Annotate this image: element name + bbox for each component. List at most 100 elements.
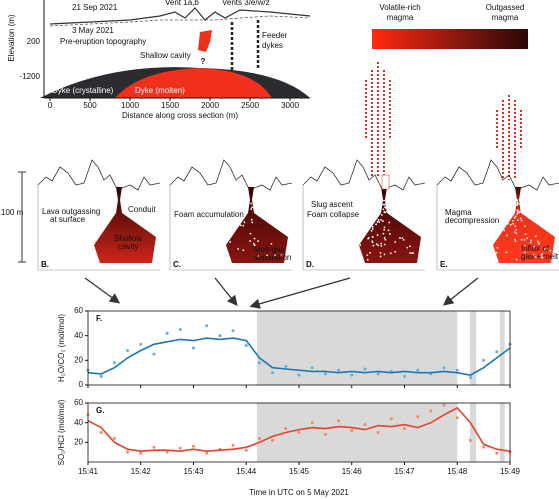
bubble (536, 240, 539, 243)
terrain (37, 159, 161, 191)
colorbar-label: magma (492, 13, 519, 22)
bubble (549, 249, 552, 252)
bubble (369, 252, 371, 254)
shaded-interval (499, 403, 505, 462)
data-point (429, 409, 433, 413)
data-point (468, 376, 472, 380)
bubble (371, 225, 374, 228)
conduit (226, 187, 288, 263)
bubble (366, 228, 369, 231)
bubble (252, 199, 255, 201)
data-point (205, 451, 209, 455)
bubble (385, 200, 388, 203)
annotation: Vent 1a,b (165, 0, 199, 7)
y-tick-label: 40 (74, 331, 83, 340)
y-tick-label: 40 (74, 418, 83, 427)
shaded-interval (469, 311, 477, 385)
bubble (380, 219, 382, 221)
annotation: Vents 3/e/w/z (222, 0, 270, 7)
data-point (482, 445, 486, 449)
bubble (377, 213, 380, 215)
bubble (383, 243, 386, 246)
bubble (523, 239, 526, 241)
bubble (519, 203, 521, 206)
y-tick-label: 0 (79, 380, 84, 389)
bubble (513, 217, 516, 219)
x-tick-label: 15:44 (236, 467, 257, 476)
bubble (384, 206, 387, 209)
bubble (496, 247, 499, 249)
data-point (178, 446, 182, 450)
terrain (302, 159, 426, 191)
bubble (252, 242, 255, 245)
data-point (416, 415, 420, 419)
y-tick-label: 60 (74, 306, 83, 315)
bubble (253, 244, 256, 247)
bubble (383, 228, 386, 231)
panel-frame (37, 185, 160, 271)
annotation: gas + melt (521, 252, 559, 261)
bubble (515, 258, 518, 261)
data-point (139, 342, 143, 346)
arrows (84, 277, 479, 309)
y-tick-label: 200 (27, 37, 41, 46)
bubble (371, 228, 374, 230)
x-label: Time in UTC on 5 May 2021 (249, 488, 349, 497)
colorbar-label: magma (387, 13, 414, 22)
bubble (490, 258, 493, 261)
x-tick-label: 3000 (281, 101, 299, 110)
shaded-interval (256, 311, 458, 385)
data-point (192, 444, 195, 448)
bubble (388, 221, 391, 224)
bubble (511, 213, 514, 216)
data-point (350, 429, 354, 433)
colorbar-label: Outgassed (486, 3, 525, 12)
bubble (251, 206, 253, 209)
bubble (382, 220, 384, 222)
bubble (541, 253, 544, 255)
bubble (243, 221, 246, 224)
bubble (387, 229, 390, 232)
data-point (310, 366, 314, 370)
gas-slug (381, 174, 390, 190)
bubble (409, 245, 411, 248)
bubble (503, 222, 505, 225)
bubble (543, 248, 546, 251)
bubble (266, 254, 269, 257)
bubble (378, 220, 381, 223)
bubble (409, 252, 412, 254)
bubble (253, 237, 256, 240)
bubble (423, 258, 425, 261)
data-point (284, 427, 288, 431)
annotation: Shallow cavity (140, 51, 191, 60)
bubble (554, 256, 557, 259)
bubble (383, 203, 386, 206)
bubble (375, 223, 378, 226)
bubble (242, 249, 245, 252)
bubble (402, 238, 405, 241)
bubble (382, 203, 384, 206)
data-point (257, 361, 261, 365)
bubble (382, 232, 385, 235)
annotation: Magma (445, 208, 472, 217)
bubble (366, 254, 369, 256)
x-tick-label: 15:42 (131, 467, 152, 476)
x-tick-label: 15:47 (394, 467, 415, 476)
bubble (529, 241, 532, 244)
annotation: separation (254, 253, 291, 262)
data-point (205, 324, 209, 328)
bubble (257, 255, 260, 258)
bubble (379, 255, 382, 258)
topography-2021-05 (49, 15, 311, 27)
bubble (546, 247, 549, 250)
x-tick-label: 1500 (161, 101, 179, 110)
data-point (495, 350, 499, 354)
annotation: Feeder (262, 31, 288, 40)
bubble (229, 240, 232, 243)
scale-label: 100 m (1, 208, 24, 217)
panel-letter: E. (440, 260, 448, 269)
bubble (239, 224, 242, 227)
y-tick-label: 60 (74, 398, 83, 407)
bubble (257, 240, 259, 242)
